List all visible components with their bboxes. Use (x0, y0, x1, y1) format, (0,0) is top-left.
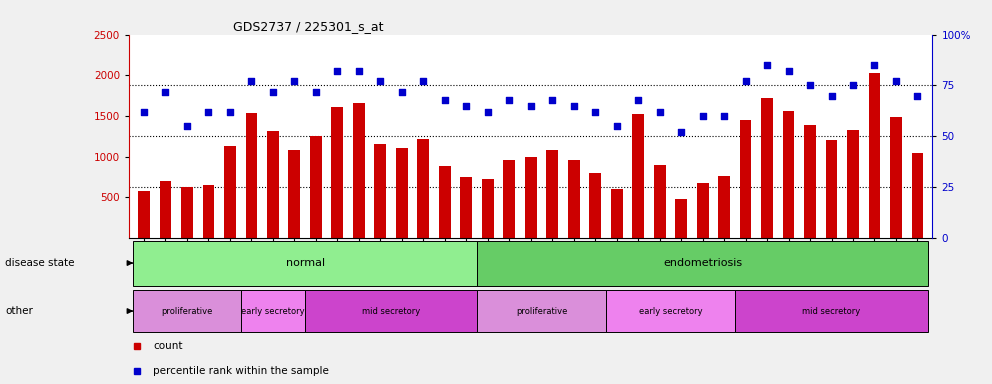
Text: disease state: disease state (5, 258, 74, 268)
Point (694, 113, 710, 119)
Bar (310, 136, 321, 238)
Bar (783, 111, 795, 238)
Point (652, 109, 668, 115)
Text: other: other (5, 306, 33, 316)
Bar (133, 290, 241, 332)
Text: mid secretory: mid secretory (362, 306, 421, 316)
Bar (182, 187, 192, 238)
Point (523, 103, 539, 109)
Bar (241, 290, 306, 332)
Text: early secretory: early secretory (639, 306, 702, 316)
Point (200, 109, 216, 115)
Bar (847, 130, 859, 238)
Point (436, 97, 452, 103)
Point (480, 109, 496, 115)
Point (845, 83, 861, 89)
Bar (374, 144, 386, 238)
Bar (245, 113, 257, 238)
Bar (289, 150, 301, 238)
Bar (202, 185, 214, 238)
Bar (718, 176, 730, 238)
Bar (761, 98, 773, 238)
Bar (482, 179, 494, 238)
Point (308, 88, 323, 94)
Bar (567, 160, 579, 238)
Bar (632, 114, 644, 238)
Bar (869, 73, 880, 238)
Bar (740, 120, 752, 238)
Bar (912, 152, 924, 238)
Text: percentile rank within the sample: percentile rank within the sample (153, 366, 329, 376)
Point (372, 78, 388, 84)
Point (351, 68, 367, 74)
Point (136, 109, 152, 115)
Bar (160, 181, 172, 238)
Text: mid secretory: mid secretory (803, 306, 861, 316)
Point (609, 123, 625, 129)
Bar (331, 107, 343, 238)
Bar (825, 141, 837, 238)
Point (265, 88, 281, 94)
Bar (396, 148, 408, 238)
Bar (890, 117, 902, 238)
Point (803, 83, 818, 89)
Bar (606, 290, 735, 332)
Bar (267, 131, 279, 238)
Text: proliferative: proliferative (162, 306, 212, 316)
Bar (805, 125, 816, 238)
Bar (654, 165, 666, 238)
Point (222, 109, 238, 115)
Bar (477, 290, 606, 332)
Bar (460, 177, 472, 238)
Point (630, 97, 646, 103)
Bar (547, 150, 558, 238)
Point (179, 123, 194, 129)
Point (823, 93, 839, 99)
Text: endometriosis: endometriosis (663, 258, 742, 268)
Point (501, 97, 517, 103)
Bar (353, 103, 365, 238)
Point (329, 68, 345, 74)
Point (587, 109, 603, 115)
Bar (224, 146, 236, 238)
Bar (438, 166, 450, 238)
Bar (611, 189, 623, 238)
Text: normal: normal (286, 258, 324, 268)
Point (716, 113, 732, 119)
Text: count: count (153, 341, 183, 351)
Point (674, 129, 689, 135)
Point (416, 78, 432, 84)
Point (158, 88, 174, 94)
Bar (133, 240, 477, 286)
Point (759, 62, 775, 68)
Point (738, 78, 754, 84)
Text: early secretory: early secretory (241, 306, 305, 316)
Point (545, 97, 560, 103)
Point (565, 103, 581, 109)
Bar (306, 290, 477, 332)
Bar (138, 191, 150, 238)
Bar (676, 199, 687, 238)
Point (910, 93, 926, 99)
Point (888, 78, 904, 84)
Text: proliferative: proliferative (516, 306, 567, 316)
Point (458, 103, 474, 109)
Point (243, 78, 259, 84)
Point (781, 68, 797, 74)
Bar (735, 290, 929, 332)
Bar (696, 183, 708, 238)
Bar (589, 173, 601, 238)
Bar (525, 157, 537, 238)
Bar (503, 160, 515, 238)
Bar (477, 240, 929, 286)
Bar (418, 139, 430, 238)
Text: GDS2737 / 225301_s_at: GDS2737 / 225301_s_at (233, 20, 384, 33)
Point (287, 78, 303, 84)
Point (394, 88, 410, 94)
Point (867, 62, 883, 68)
